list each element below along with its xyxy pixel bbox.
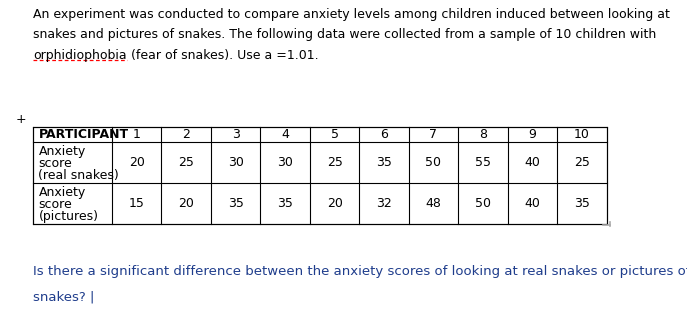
Text: Anxiety: Anxiety [38,145,86,158]
Text: 32: 32 [376,197,392,210]
Text: 25: 25 [178,156,194,169]
Text: 5: 5 [330,128,339,141]
Text: 55: 55 [475,156,491,169]
Text: 1: 1 [133,128,141,141]
Text: 9: 9 [528,128,537,141]
Text: 2: 2 [182,128,190,141]
Text: Anxiety: Anxiety [38,186,86,199]
Text: +: + [15,113,26,126]
Text: 20: 20 [178,197,194,210]
Text: 20: 20 [128,156,145,169]
Text: 35: 35 [574,197,590,210]
Text: (pictures): (pictures) [38,210,98,223]
Text: 35: 35 [376,156,392,169]
Text: score: score [38,157,72,170]
Text: (real snakes): (real snakes) [38,169,120,182]
Text: An experiment was conducted to compare anxiety levels among children induced bet: An experiment was conducted to compare a… [33,8,670,21]
Text: 4: 4 [281,128,289,141]
Text: snakes? |: snakes? | [33,290,94,303]
Text: 20: 20 [326,197,343,210]
Text: 6: 6 [380,128,388,141]
Text: 35: 35 [227,197,244,210]
Text: 3: 3 [232,128,240,141]
Text: 8: 8 [479,128,487,141]
Text: PARTICIPANT: PARTICIPANT [38,128,128,141]
Text: 35: 35 [277,197,293,210]
Text: 10: 10 [574,128,590,141]
Text: 15: 15 [128,197,145,210]
Text: 7: 7 [429,128,438,141]
Text: 30: 30 [277,156,293,169]
Text: orphidiophobia: orphidiophobia [33,49,126,62]
Text: 30: 30 [227,156,244,169]
Text: 40: 40 [524,197,541,210]
Text: 48: 48 [425,197,442,210]
Text: snakes and pictures of snakes. The following data were collected from a sample o: snakes and pictures of snakes. The follo… [33,28,656,41]
Bar [33,127,607,224]
Text: 25: 25 [326,156,343,169]
Text: Is there a significant difference between the anxiety scores of looking at real : Is there a significant difference betwee… [33,265,687,278]
Text: 50: 50 [425,156,442,169]
Text: 25: 25 [574,156,590,169]
Text: 50: 50 [475,197,491,210]
Text: (fear of snakes). Use a =1.01.: (fear of snakes). Use a =1.01. [126,49,318,62]
Text: score: score [38,198,72,211]
Text: 40: 40 [524,156,541,169]
